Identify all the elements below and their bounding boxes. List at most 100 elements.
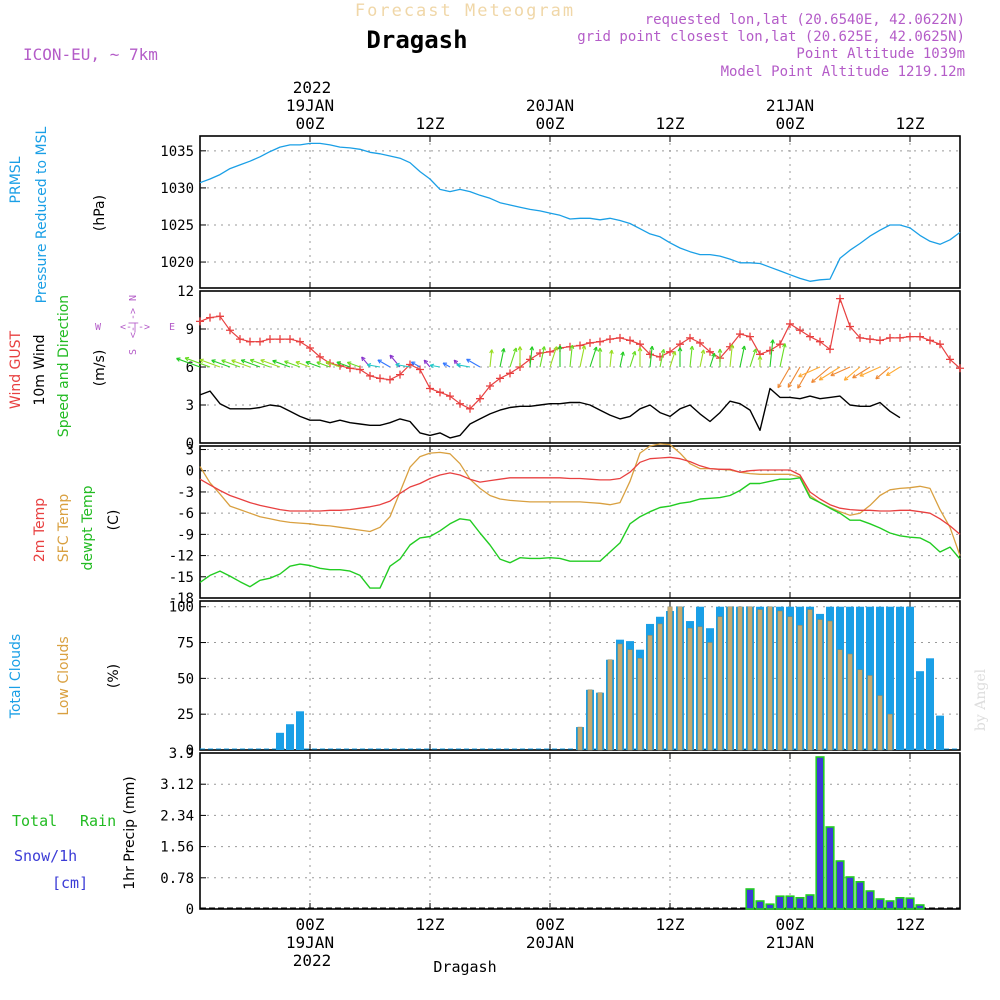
pressure-ytick-label: 1020 — [160, 255, 194, 271]
gust-label: Wind GUST — [8, 330, 24, 409]
wind-arrow — [779, 343, 786, 368]
gust-marker — [466, 404, 474, 413]
wind-arrow — [875, 366, 891, 380]
gust-marker — [936, 340, 944, 349]
gust-marker — [506, 369, 514, 378]
bottom-hour-label: 00Z — [536, 915, 565, 934]
wind-arrow — [411, 361, 421, 368]
pressure-label-b: Pressure Reduced to MSL — [34, 126, 50, 303]
low-cloud-bar — [677, 606, 683, 751]
top-date-label: 20JAN — [526, 96, 574, 115]
gust-marker — [246, 337, 254, 346]
gust-marker — [896, 333, 904, 342]
wind-arrow-head — [711, 352, 716, 358]
compass-rose: N S W E <-|-> <-|-> — [95, 295, 175, 355]
wind-arrow-head — [798, 373, 803, 378]
wind-arrow — [689, 346, 693, 368]
gust-marker — [876, 336, 884, 345]
wind-arrow-head — [429, 363, 435, 369]
wind-arrow-head — [637, 347, 643, 352]
wind-arrow-head — [489, 349, 494, 354]
grid-coords: grid point closest lon,lat (20.625E, 42.… — [577, 29, 965, 45]
wind-arrow-head — [517, 346, 523, 351]
gust-marker — [706, 347, 714, 356]
wind-arrow-head — [361, 356, 366, 362]
rain-bar — [755, 900, 765, 910]
wind-arrow-head — [346, 361, 352, 366]
sfc-label: SFC Temp — [56, 494, 72, 563]
temperature-ytick-label: 3 — [186, 443, 194, 459]
top-date-label: 21JAN — [766, 96, 814, 115]
wind-arrow-head — [442, 362, 448, 367]
rain-bar — [875, 898, 885, 910]
gust-marker — [916, 332, 924, 341]
point-altitude: Point Altitude 1039m — [796, 46, 965, 62]
compass-s: S — [128, 349, 139, 355]
temperature-ytick-label: -18 — [169, 591, 194, 607]
model-altitude: Model Point Altitude 1219.12m — [721, 64, 965, 80]
gust-marker — [956, 364, 964, 373]
rain-bar — [915, 904, 925, 910]
wind-arrow-head — [557, 345, 563, 350]
low-cloud-bar — [657, 623, 663, 751]
gust-marker — [636, 340, 644, 349]
gust-marker — [226, 326, 234, 335]
gust-marker — [676, 340, 684, 349]
wind-ytick-label: 9 — [186, 322, 194, 338]
wind-arrow-head — [316, 361, 321, 366]
wind-arrow — [811, 366, 831, 383]
wind-arrow-head — [423, 359, 429, 365]
low-cloud-bar — [737, 606, 743, 751]
low-cloud-bar — [827, 620, 833, 751]
gust-marker — [256, 337, 264, 346]
low-cloud-bar — [667, 606, 673, 751]
total-cloud-bar — [276, 732, 284, 750]
total-cloud-bar — [876, 606, 884, 750]
total-rain-total: Total — [12, 812, 57, 830]
clouds-ytick-label: 100 — [169, 600, 194, 616]
wind-arrow — [709, 353, 716, 368]
wind-arrow — [609, 350, 613, 368]
wind-arrow — [241, 359, 261, 368]
clouds-ytick-label: 0 — [186, 743, 194, 759]
wind-arrow — [843, 366, 861, 381]
pressure-ytick-label: 1035 — [160, 144, 194, 160]
temp2m-label: 2m Temp — [32, 498, 48, 562]
wind-arrow-head — [305, 360, 310, 366]
wind-arrow — [489, 349, 493, 368]
wind-arrow — [699, 349, 705, 368]
wind-arrow-head — [752, 348, 758, 353]
wind-arrow — [316, 361, 331, 368]
wind-arrow-head — [529, 346, 535, 351]
bottom-date-label: 20JAN — [526, 933, 574, 952]
wind-arrow — [336, 361, 351, 368]
pressure-line — [199, 142, 961, 282]
wind-arrow — [221, 359, 241, 368]
precip-ytick-label: 3.12 — [160, 777, 194, 793]
faint-title: Forecast Meteogram — [355, 1, 575, 21]
gust-marker — [606, 335, 614, 344]
gust-marker — [586, 338, 594, 347]
wind-arrow-head — [260, 358, 265, 364]
wind-arrow-head — [717, 348, 723, 353]
gust-marker — [346, 364, 354, 373]
wind-arrow-head — [620, 351, 625, 356]
wind-arrow-head — [660, 349, 666, 354]
gust-marker — [386, 375, 394, 384]
wind-arrow-head — [689, 345, 695, 351]
temp-unit: (C) — [106, 510, 122, 531]
wind-arrow — [579, 345, 586, 368]
gust-marker — [746, 332, 754, 341]
gust-marker — [856, 333, 864, 342]
wind-arrow-head — [389, 354, 394, 360]
low-cloud-bar — [777, 610, 783, 751]
top-hour-label: 00Z — [296, 114, 325, 133]
gust-marker — [206, 313, 214, 322]
low-cloud-bar — [817, 619, 823, 751]
bottom-date-label: 21JAN — [766, 933, 814, 952]
top-hour-label: 12Z — [656, 114, 685, 133]
gust-marker — [236, 335, 244, 344]
wind-arrow — [729, 344, 733, 368]
footer-station: Dragash — [433, 958, 496, 976]
